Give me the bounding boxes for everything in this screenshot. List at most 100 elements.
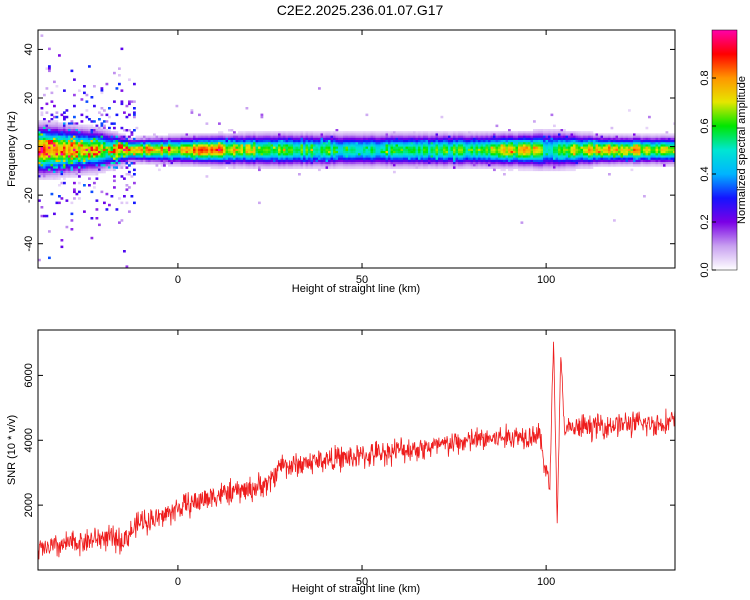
heatmap-cell (348, 146, 351, 150)
heatmap-cell (518, 135, 521, 139)
heatmap-cell (73, 181, 76, 185)
heatmap-cell (448, 153, 451, 156)
heatmap-cell (373, 142, 376, 145)
heatmap-cell (380, 153, 384, 156)
heatmap-cell (70, 201, 74, 205)
heatmap-cell (65, 175, 69, 178)
heatmap-cell (595, 162, 599, 165)
heatmap-cell (133, 111, 136, 114)
heatmap-cell (153, 137, 156, 141)
heatmap-cell (115, 162, 119, 165)
heatmap-cell (283, 148, 286, 152)
heatmap-cell (375, 164, 379, 167)
heatmap-cell (83, 124, 86, 128)
heatmap-cell (243, 157, 246, 161)
heatmap-cell (260, 133, 264, 136)
heatmap-cell (240, 144, 244, 147)
heatmap-cell (98, 144, 101, 147)
heatmap-cell (248, 155, 251, 158)
heatmap-cell (588, 155, 591, 158)
heatmap-cell (595, 144, 599, 147)
heatmap-cell (453, 148, 456, 152)
heatmap-cell (185, 137, 189, 141)
heatmap-cell (348, 142, 351, 145)
heatmap-cell (580, 166, 584, 169)
heatmap-cell (540, 166, 544, 169)
heatmap-cell (160, 164, 164, 167)
heatmap-cell (38, 175, 41, 178)
heatmap-cell (498, 155, 501, 158)
heatmap-cell (78, 173, 81, 176)
heatmap-cell (63, 148, 66, 152)
heatmap-cell (598, 133, 601, 136)
heatmap-cell (283, 159, 286, 163)
heatmap-cell (573, 164, 576, 167)
heatmap-cell (645, 155, 649, 158)
heatmap-cell (395, 133, 399, 136)
heatmap-cell (63, 173, 66, 176)
heatmap-cell (103, 140, 106, 143)
heatmap-cell (123, 250, 126, 253)
heatmap-cell (50, 148, 54, 152)
heatmap-cell (105, 144, 109, 147)
heatmap-cell (628, 162, 631, 165)
heatmap-cell (560, 157, 564, 161)
heatmap-cell (70, 137, 74, 141)
heatmap-cell (75, 148, 79, 152)
heatmap-cell (73, 157, 76, 161)
heatmap-cell (280, 146, 284, 150)
heatmap-cell (250, 157, 254, 161)
heatmap-cell (360, 137, 364, 141)
heatmap-cell (318, 148, 321, 152)
heatmap-cell (118, 162, 121, 165)
heatmap-cell (75, 122, 79, 125)
heatmap-cell (515, 140, 519, 143)
heatmap-cell (485, 155, 489, 158)
heatmap-cell (478, 137, 481, 141)
heatmap-cell (198, 151, 201, 154)
heatmap-cell (453, 157, 456, 161)
heatmap-cell (38, 153, 41, 156)
heatmap-cell (358, 135, 361, 139)
heatmap-cell (88, 173, 91, 176)
heatmap-cell (258, 162, 261, 165)
heatmap-cell (105, 133, 109, 136)
heatmap-cell (518, 155, 521, 158)
heatmap-cell (518, 157, 521, 161)
heatmap-cell (100, 142, 104, 145)
heatmap-cell (115, 142, 119, 145)
heatmap-cell (153, 159, 156, 163)
heatmap-cell (318, 166, 321, 169)
heatmap-cell (535, 137, 539, 141)
heatmap-cell (133, 148, 136, 152)
heatmap-cell (508, 137, 511, 141)
heatmap-cell (83, 210, 86, 213)
heatmap-cell (550, 157, 554, 161)
heatmap-cell (150, 144, 154, 147)
heatmap-cell (393, 142, 396, 145)
heatmap-cell (105, 157, 109, 161)
heatmap-cell (43, 168, 46, 172)
heatmap-cell (635, 162, 639, 165)
heatmap-cell (138, 142, 141, 145)
heatmap-cell (508, 131, 511, 134)
heatmap-cell (40, 206, 44, 209)
heatmap-cell (560, 140, 564, 143)
heatmap-cell (228, 146, 231, 150)
heatmap-cell (553, 146, 556, 150)
heatmap-cell (243, 137, 246, 141)
heatmap-cell (60, 164, 64, 167)
heatmap-cell (413, 131, 416, 134)
heatmap-cell (78, 164, 81, 167)
heatmap-cell (73, 135, 76, 139)
heatmap-cell (620, 153, 624, 156)
heatmap-cell (78, 151, 81, 154)
heatmap-cell (55, 124, 59, 128)
heatmap-cell (440, 159, 444, 163)
heatmap-cell (78, 170, 81, 174)
heatmap-cell (325, 137, 329, 141)
heatmap-cell (283, 135, 286, 139)
heatmap-cell (498, 159, 501, 163)
heatmap-cell (570, 135, 574, 139)
heatmap-cell (410, 142, 414, 145)
